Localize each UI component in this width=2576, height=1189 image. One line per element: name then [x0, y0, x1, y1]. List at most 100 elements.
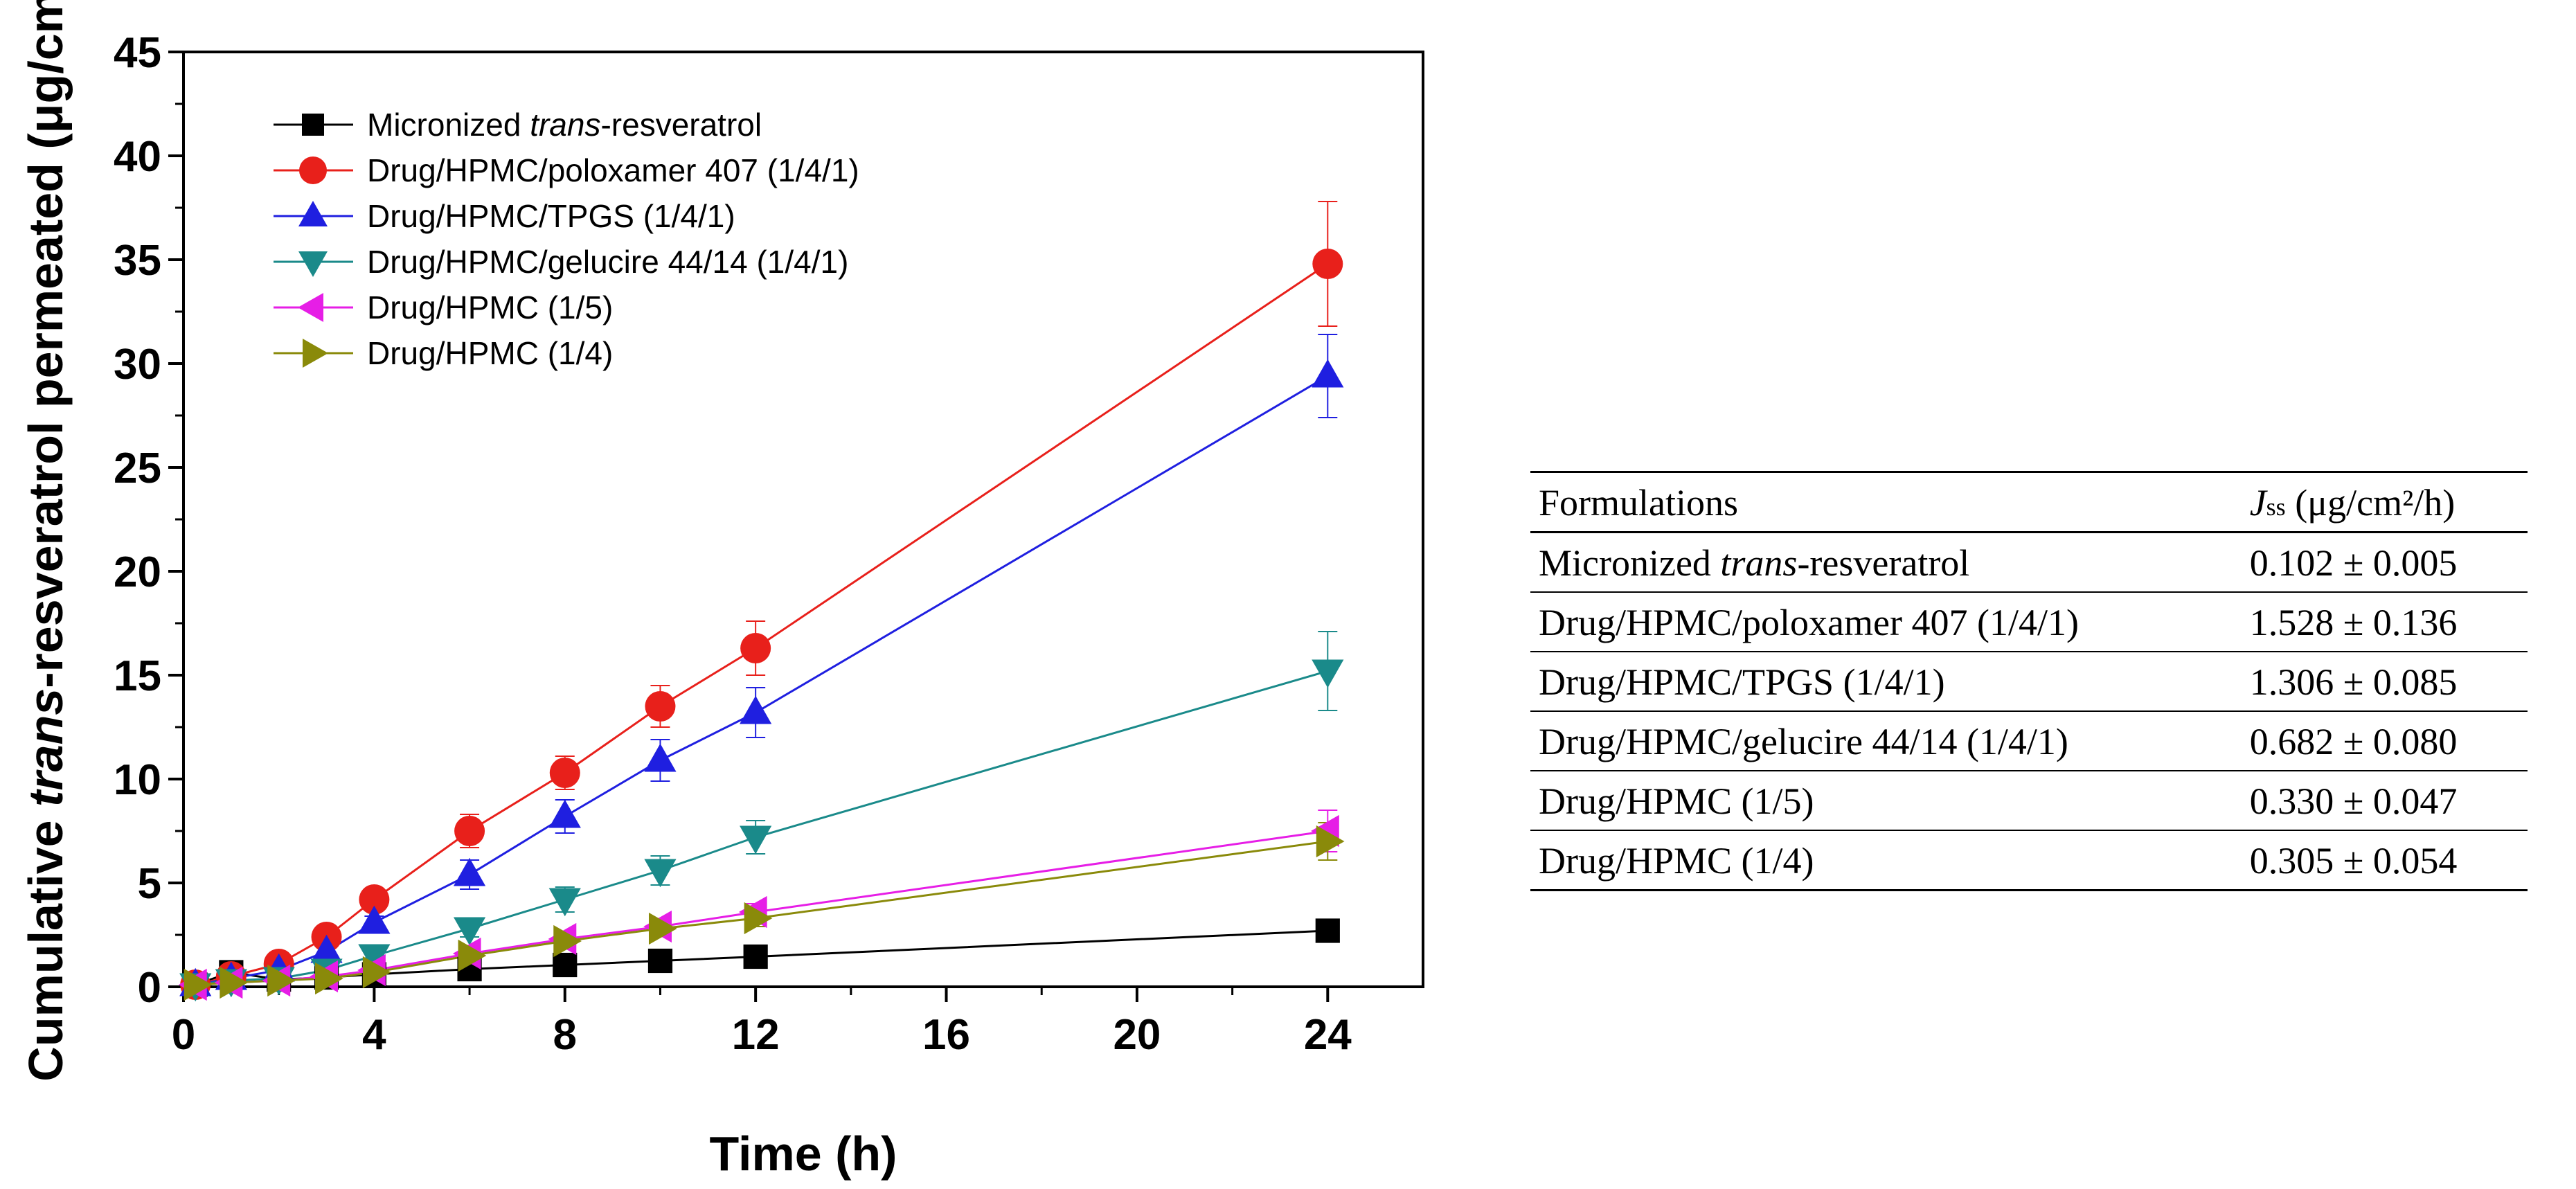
data-point: [315, 962, 343, 995]
formulation-cell: Drug/HPMC/TPGS (1/4/1): [1530, 652, 2242, 712]
x-tick-label: 8: [553, 1011, 577, 1059]
data-point: [220, 966, 249, 999]
y-tick-label: 25: [114, 445, 161, 492]
y-tick-label: 15: [114, 652, 161, 700]
data-point: [453, 917, 486, 946]
legend-entry: Drug/HPMC/poloxamer 407 (1/4/1): [367, 152, 859, 188]
data-point: [362, 956, 391, 989]
y-tick-label: 30: [114, 341, 161, 388]
y-tick-label: 40: [114, 133, 161, 181]
y-axis-title-italic: trans: [19, 688, 73, 807]
x-tick-label: 20: [1113, 1011, 1161, 1059]
data-point: [454, 816, 485, 846]
y-tick-label: 0: [138, 964, 161, 1012]
table-row: Micronized trans-resveratrol 0.102 ± 0.00…: [1530, 532, 2528, 593]
plot-frame: [182, 51, 1424, 988]
data-point: [1312, 659, 1344, 688]
legend-marker: [303, 339, 328, 368]
markers: [179, 249, 1345, 1002]
legend-entry: Drug/HPMC (1/5): [367, 289, 613, 325]
data-point: [184, 968, 213, 1001]
legend-entry: Drug/HPMC/TPGS (1/4/1): [367, 198, 735, 234]
data-point: [743, 944, 768, 969]
data-point: [553, 952, 578, 978]
table-row: Drug/HPMC (1/4) 0.305 ± 0.054: [1530, 830, 2528, 891]
data-point: [548, 888, 581, 917]
flux-value: 0.330 ± 0.047: [2241, 771, 2528, 831]
header-jss-subscript: ss: [2266, 493, 2286, 521]
formulation-cell: Drug/HPMC (1/5): [1530, 771, 2242, 831]
tick-labels: 0 4 8 12 16 20 24 0 5 10 15 20 25 30 35 40 45: [114, 29, 1352, 1059]
data-point: [645, 691, 676, 722]
formulation-name: Drug/HPMC/TPGS (1/4/1): [1539, 661, 1945, 703]
permeation-chart: 0 4 8 12 16 20 24 0 5 10 15 20 25 30 35 40 45 Time (h) C…: [16, 0, 1424, 1181]
flux-value: 1.306 ± 0.085: [2241, 652, 2528, 712]
legend-marker: [298, 251, 328, 277]
header-jss-symbol: J: [2249, 482, 2266, 524]
flux-value: 1.528 ± 0.136: [2241, 592, 2528, 652]
data-point: [358, 905, 391, 934]
table-header-row: Formulations Jss (μg/cm²/h): [1530, 471, 2528, 533]
y-tick-label: 10: [114, 756, 161, 804]
data-point: [1315, 918, 1340, 943]
data-point: [740, 633, 771, 663]
legend-marker: [298, 293, 323, 322]
series-line-2: [195, 375, 1329, 986]
formulation-cell: Drug/HPMC/poloxamer 407 (1/4/1): [1530, 592, 2242, 652]
formulation-cell: Drug/HPMC (1/4): [1530, 830, 2242, 891]
x-tick-label: 4: [362, 1011, 386, 1059]
data-point: [553, 924, 582, 958]
formulation-cell: Drug/HPMC/gelucire 44/14 (1/4/1): [1530, 711, 2242, 771]
formulation-name: Micronized: [1539, 542, 1721, 584]
flux-value: 0.102 ± 0.005: [2241, 532, 2528, 593]
y-axis-title-part-2: -resveratrol permeated (: [19, 133, 73, 688]
flux-table: Formulations Jss (μg/cm²/h) Micronized t…: [1530, 471, 2528, 891]
series-line-3: [195, 670, 1328, 986]
y-axis-title: Cumulative trans-resveratrol permeated (…: [16, 0, 73, 1082]
legend: Micronized trans-resveratrol Drug/HPMC/po…: [274, 107, 859, 371]
legend-entry-part: -resveratrol: [600, 107, 762, 143]
data-point: [267, 964, 296, 997]
plot-border: [182, 51, 1424, 988]
data-point: [458, 939, 487, 972]
y-axis-title-unit: μg/cm: [19, 0, 73, 133]
data-point: [644, 859, 677, 888]
data-point: [647, 948, 673, 974]
formulation-name-suffix: -resveratrol: [1797, 542, 1970, 584]
x-tick-label: 16: [922, 1011, 970, 1059]
formulation-name: Drug/HPMC (1/5): [1539, 780, 1814, 822]
data-point: [453, 857, 486, 886]
x-tick-label: 24: [1304, 1011, 1352, 1059]
data-point: [644, 743, 677, 772]
y-tick-label: 5: [138, 860, 161, 908]
series-line-0: [195, 929, 1328, 986]
formulation-cell: Micronized trans-resveratrol: [1530, 532, 2242, 593]
header-formulations: Formulations: [1530, 471, 2242, 533]
data-point: [549, 758, 580, 788]
series-line-5: [195, 840, 1328, 986]
data-point: [744, 902, 773, 935]
data-point: [740, 825, 772, 855]
data-point: [548, 799, 581, 828]
formulation-name: Drug/HPMC/gelucire 44/14 (1/4/1): [1539, 721, 2068, 762]
data-point: [648, 912, 677, 945]
y-tick-label: 20: [114, 548, 161, 596]
header-jss: Jss (μg/cm²/h): [2241, 471, 2528, 533]
legend-marker: [299, 157, 327, 184]
legend-marker: [298, 201, 328, 226]
flux-value: 0.305 ± 0.054: [2241, 830, 2528, 891]
legend-entry-part: trans: [530, 107, 600, 143]
flux-value: 0.682 ± 0.080: [2241, 711, 2528, 771]
data-point: [1312, 249, 1343, 279]
series-lines: [195, 262, 1329, 986]
legend-entry: Drug/HPMC (1/4): [367, 335, 613, 371]
formulation-name: Drug/HPMC/poloxamer 407 (1/4/1): [1539, 602, 2079, 643]
legend-entry-part: Micronized: [367, 107, 530, 143]
table-row: Drug/HPMC/poloxamer 407 (1/4/1) 1.528 ± 0…: [1530, 592, 2528, 652]
data-point: [359, 884, 390, 915]
table-row: Drug/HPMC (1/5) 0.330 ± 0.047: [1530, 771, 2528, 831]
axis-ticks: [168, 51, 1330, 1002]
data-point: [310, 934, 343, 963]
data-point: [1312, 359, 1344, 388]
